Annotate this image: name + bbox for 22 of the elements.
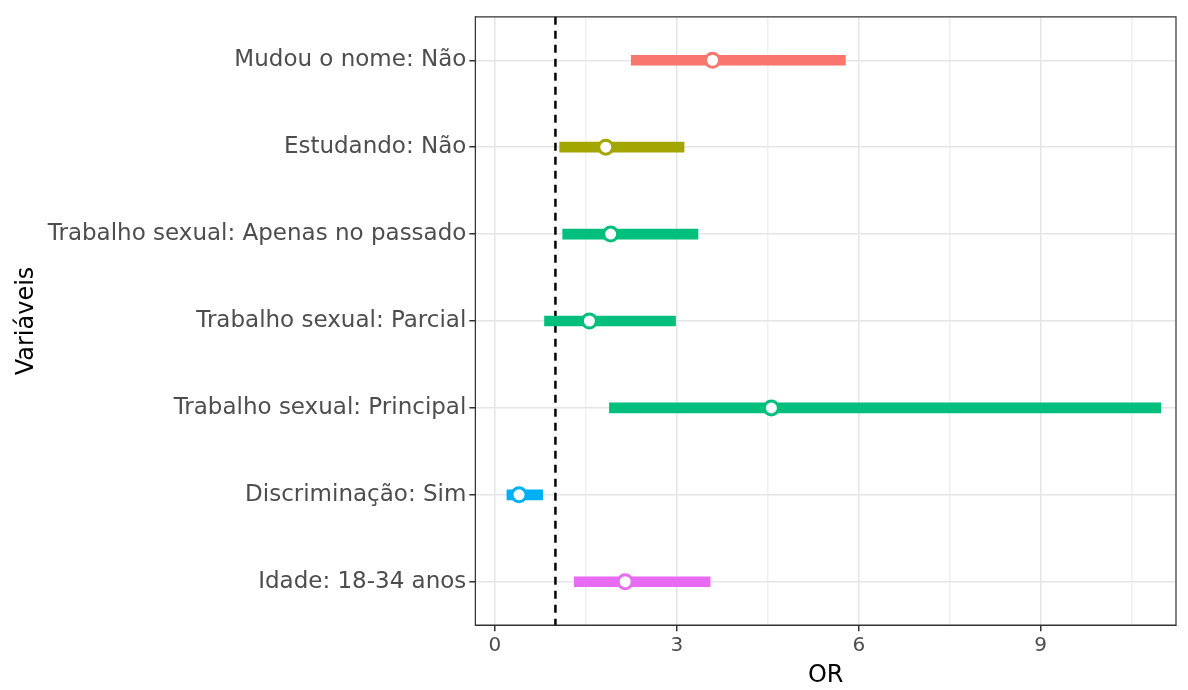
- bar: [630, 54, 846, 66]
- y-tick-label: Trabalho sexual: Apenas no passado: [46, 219, 467, 246]
- y-axis-title: Variáveis: [10, 266, 39, 376]
- point: [616, 573, 634, 591]
- x-tick-label: 0: [488, 632, 502, 657]
- point: [704, 51, 722, 69]
- x-tick-label: 9: [1034, 632, 1048, 657]
- point: [602, 225, 620, 243]
- y-tick-label: Discriminação: Sim: [245, 479, 467, 506]
- y-tick-label: Trabalho sexual: Principal: [172, 392, 467, 419]
- y-tick-label: Trabalho sexual: Parcial: [195, 305, 467, 332]
- y-tick-label: Mudou o nome: Não: [234, 45, 467, 72]
- y-tick-label: Idade: 18-34 anos: [258, 566, 467, 593]
- x-tick-label: 3: [670, 632, 684, 657]
- point: [597, 138, 615, 156]
- bar: [609, 402, 1162, 414]
- y-tick-label: Estudando: Não: [283, 132, 467, 159]
- point: [510, 486, 528, 504]
- point: [580, 312, 598, 330]
- point: [762, 399, 780, 417]
- x-tick-label: 6: [852, 632, 866, 657]
- x-axis-title: OR: [807, 659, 844, 688]
